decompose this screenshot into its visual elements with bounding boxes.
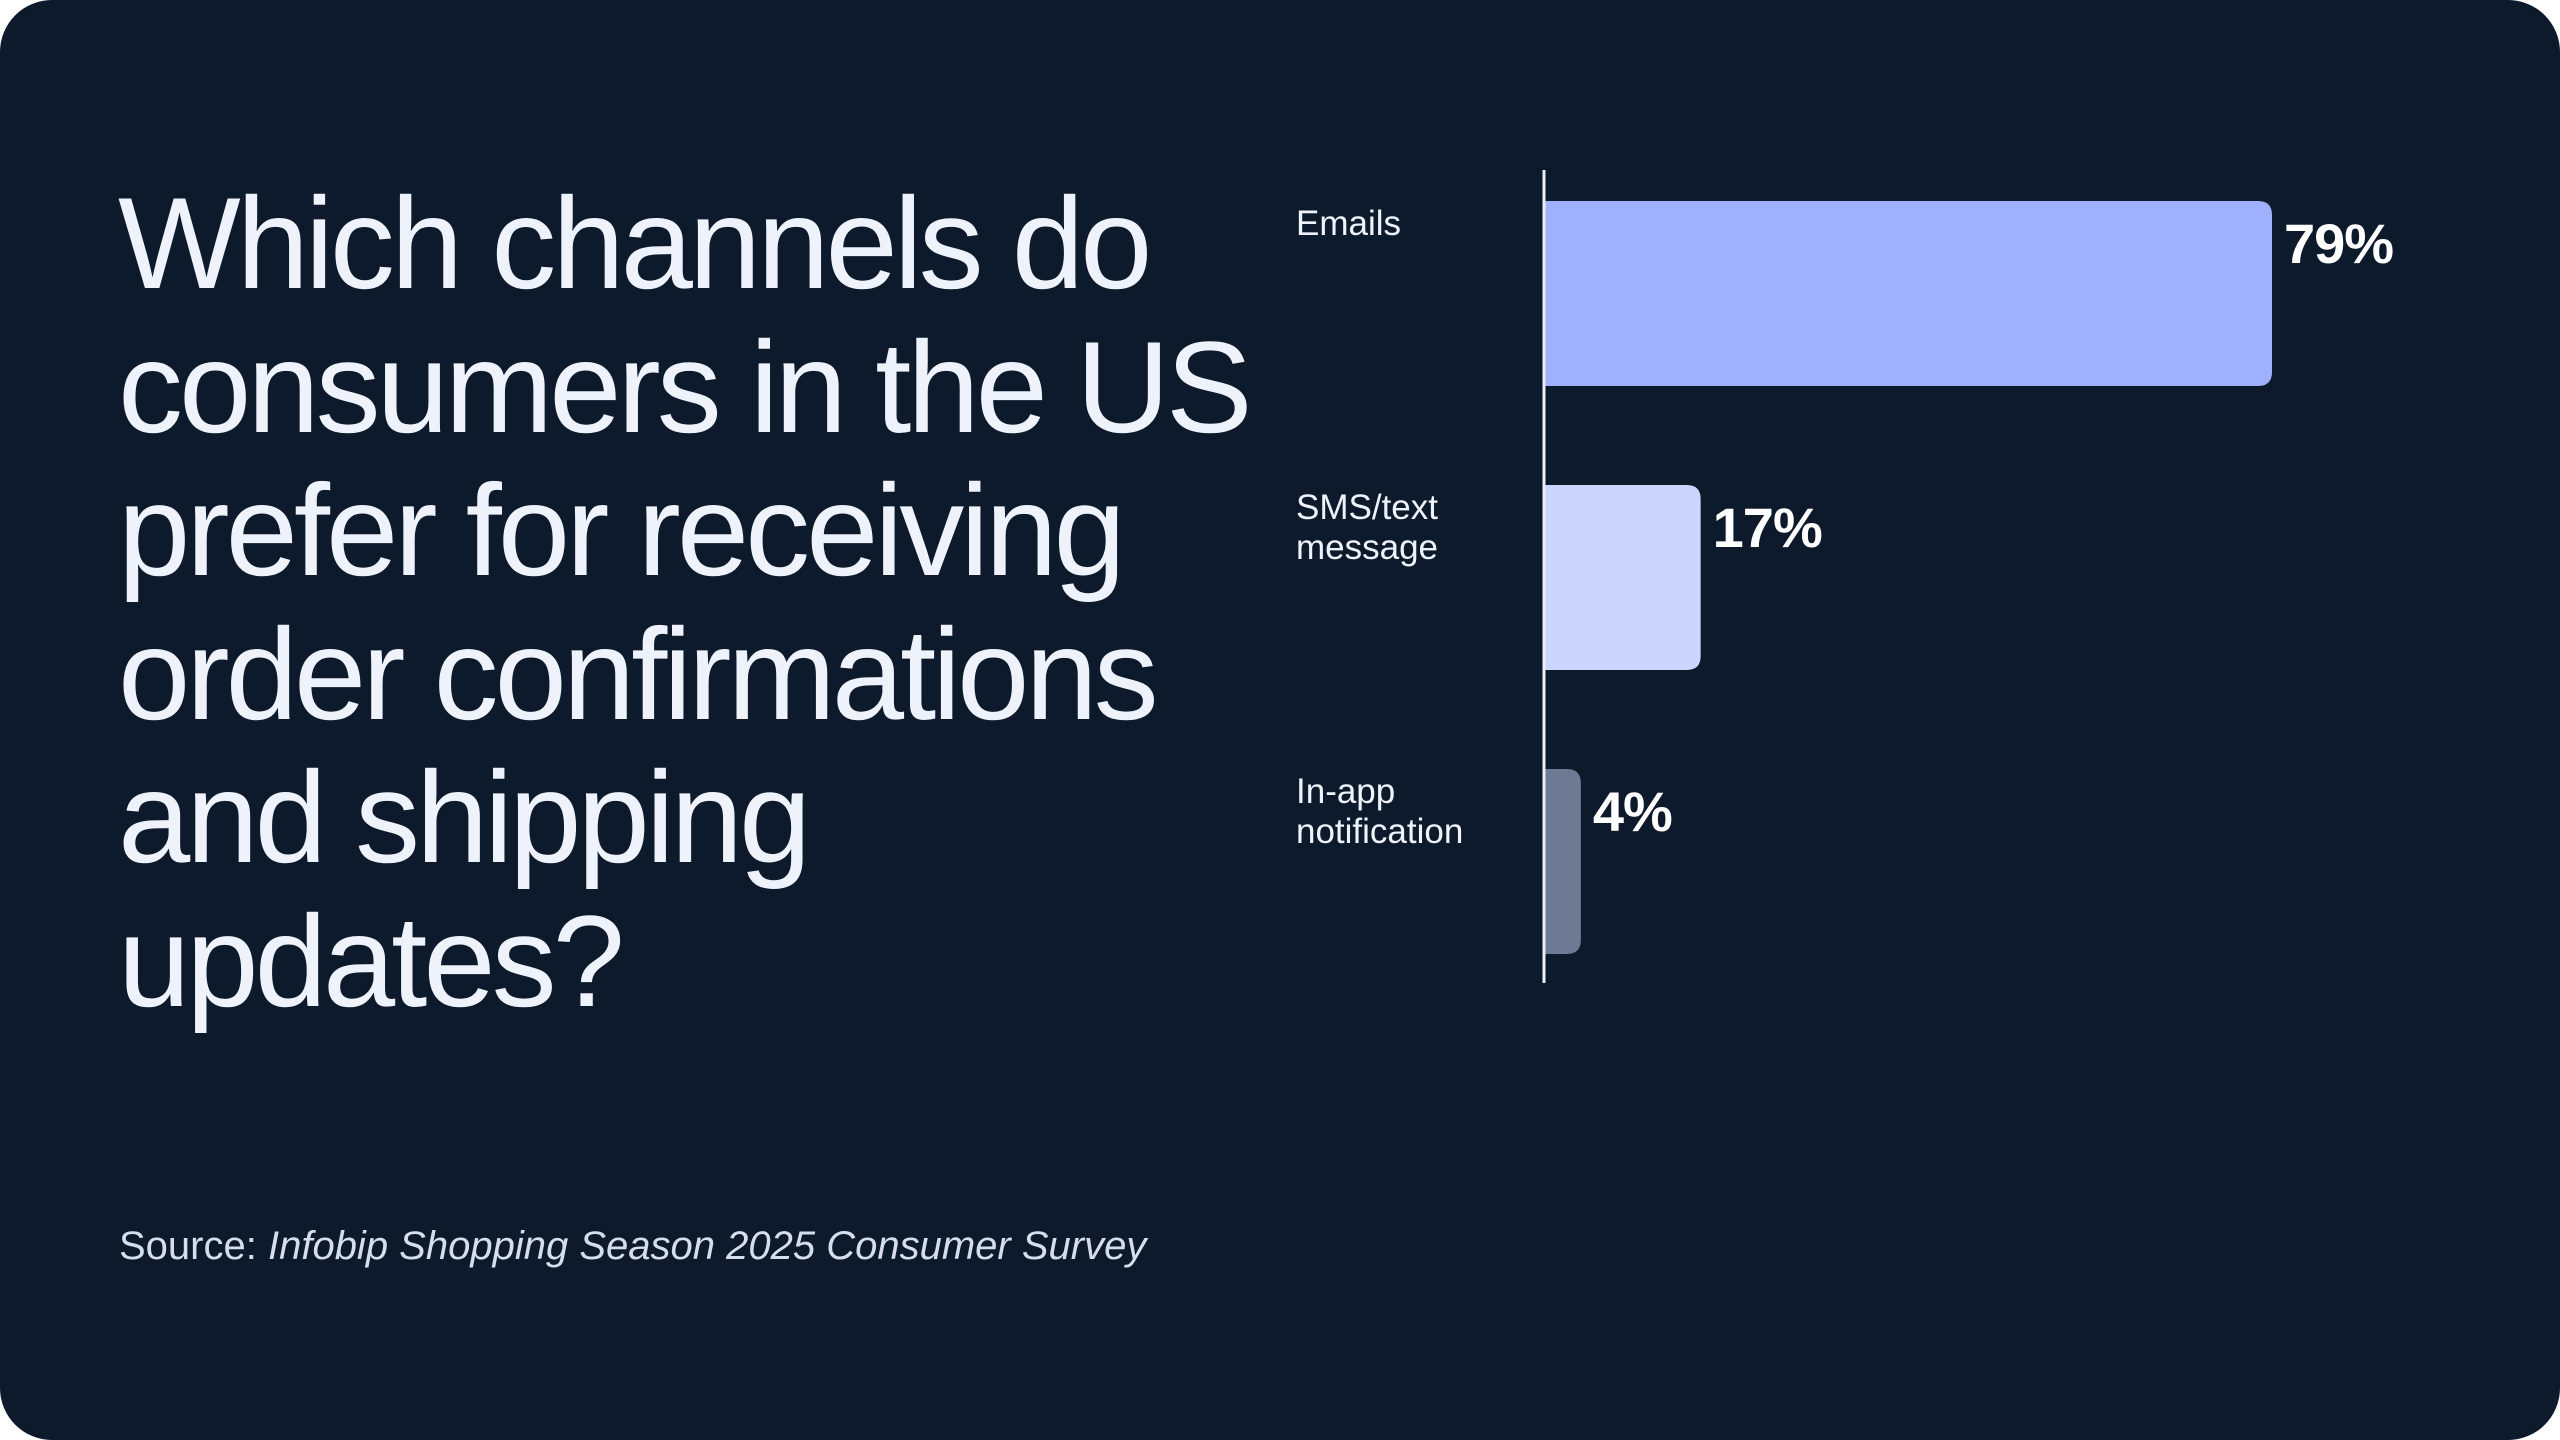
value-label-2: 4% xyxy=(1593,780,1672,843)
bar-1 xyxy=(1544,485,1701,670)
bar-2 xyxy=(1544,769,1581,954)
category-label-line: In-app xyxy=(1296,772,1395,811)
source-prefix: Source: xyxy=(119,1224,268,1268)
value-label-1: 17% xyxy=(1713,496,1822,559)
source-name: Infobip Shopping Season 2025 Consumer Su… xyxy=(267,1224,1147,1268)
category-label-line: message xyxy=(1296,528,1438,567)
category-label-line: Emails xyxy=(1296,204,1401,243)
category-label-2: In-app notification xyxy=(1296,772,1463,851)
value-label-0: 79% xyxy=(2284,212,2393,275)
category-label-line: notification xyxy=(1296,812,1463,851)
bar-0 xyxy=(1544,201,2272,386)
source-note: Source: Infobip Shopping Season 2025 Con… xyxy=(119,1222,1146,1270)
chart-title: Which channels do consumers in the US pr… xyxy=(118,170,1253,1034)
category-label-1: SMS/text message xyxy=(1296,488,1438,567)
category-label-0: Emails xyxy=(1296,204,1401,243)
category-label-line: SMS/text xyxy=(1296,488,1438,527)
